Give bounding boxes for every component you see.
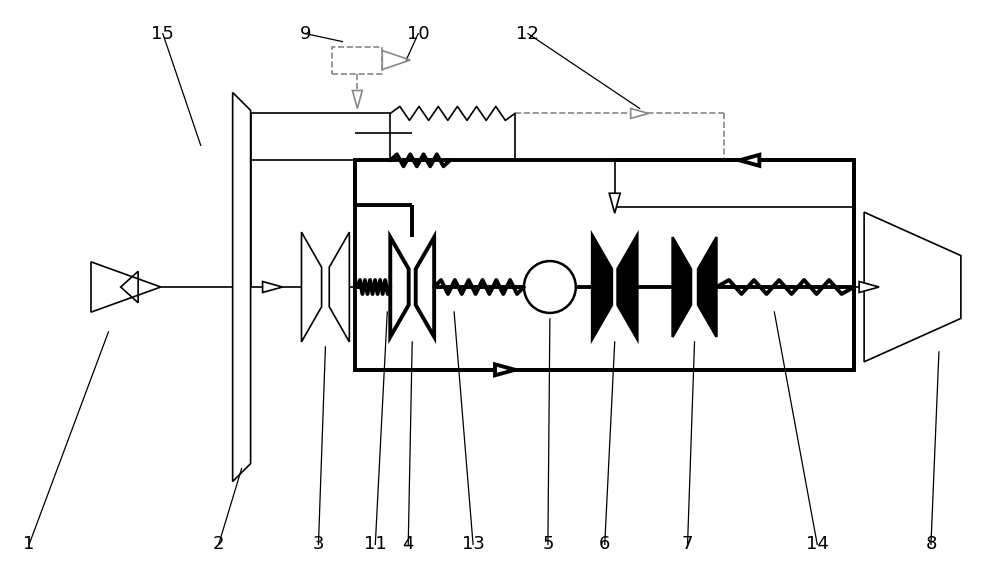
Polygon shape	[495, 365, 515, 375]
Text: 13: 13	[462, 535, 485, 553]
Text: 12: 12	[516, 25, 539, 43]
Polygon shape	[352, 90, 362, 109]
Polygon shape	[263, 282, 283, 293]
Text: 6: 6	[599, 535, 610, 553]
Polygon shape	[593, 237, 611, 337]
Text: 8: 8	[925, 535, 937, 553]
Polygon shape	[618, 237, 637, 337]
Text: 11: 11	[364, 535, 387, 553]
Text: 1: 1	[23, 535, 35, 553]
Bar	[355, 160, 854, 370]
Polygon shape	[698, 237, 716, 337]
Text: 15: 15	[151, 25, 174, 43]
Text: 3: 3	[313, 535, 324, 553]
Text: 7: 7	[682, 535, 693, 553]
Polygon shape	[631, 109, 649, 118]
Text: 10: 10	[407, 25, 430, 43]
Text: 2: 2	[213, 535, 224, 553]
Text: 9: 9	[300, 25, 311, 43]
Polygon shape	[673, 237, 691, 337]
Polygon shape	[390, 237, 409, 337]
Text: 14: 14	[806, 535, 829, 553]
Polygon shape	[609, 193, 620, 213]
Bar	[332, 47, 382, 74]
Polygon shape	[416, 237, 434, 337]
Polygon shape	[329, 232, 349, 342]
Text: 4: 4	[402, 535, 414, 553]
Polygon shape	[301, 232, 322, 342]
Polygon shape	[859, 282, 879, 293]
Text: 5: 5	[542, 535, 554, 553]
Polygon shape	[739, 155, 759, 166]
